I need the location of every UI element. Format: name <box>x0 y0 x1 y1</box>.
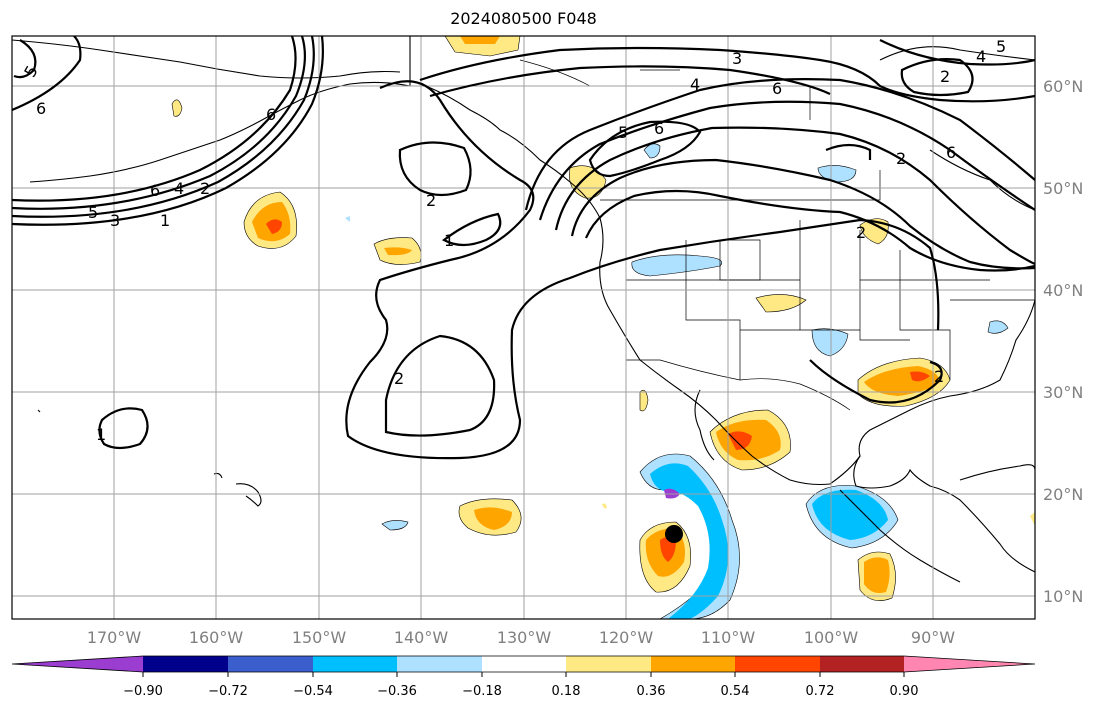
lat-label: 60°N <box>1043 77 1083 96</box>
contour-label: 1 <box>96 425 106 444</box>
colorbar-tick-label: 0.18 <box>552 684 581 699</box>
colorbar-segment <box>566 656 651 672</box>
colorbar-segment <box>735 656 820 672</box>
contour-label: 4 <box>690 75 700 94</box>
lon-label: 170°W <box>87 628 142 647</box>
colorbar-tick-label: 0.72 <box>806 684 835 699</box>
colorbar-segment <box>482 656 566 672</box>
lon-label: 120°W <box>599 628 654 647</box>
contour-label: 1 <box>444 231 454 250</box>
lat-label: 50°N <box>1043 179 1083 198</box>
latitude-labels: 60°N 50°N 40°N 30°N 20°N 10°N <box>1043 77 1083 606</box>
contour-label: 3 <box>110 211 120 230</box>
contour-label: 5 <box>996 37 1006 56</box>
colorbar-tick-label: −0.72 <box>208 684 248 699</box>
contour-label: 2 <box>940 67 950 86</box>
colorbar-segment <box>820 656 904 672</box>
colorbar-tick-label: −0.54 <box>293 684 333 699</box>
lon-label: 130°W <box>497 628 552 647</box>
lat-label: 10°N <box>1043 587 1083 606</box>
lon-label: 90°W <box>911 628 955 647</box>
lat-label: 30°N <box>1043 383 1083 402</box>
colorbar-segment <box>143 656 228 672</box>
contour-label: 6 <box>266 105 276 124</box>
contour-label: 2 <box>934 367 944 386</box>
colorbar-tick-label: −0.90 <box>123 684 163 699</box>
lon-label: 110°W <box>701 628 756 647</box>
lon-label: 160°W <box>189 628 244 647</box>
anomaly-shading <box>171 36 1035 619</box>
contour-label: 3 <box>732 49 742 68</box>
contour-label: 1 <box>160 211 170 230</box>
contour-lines <box>12 36 1035 460</box>
contour-label: 2 <box>896 149 906 168</box>
colorbar-segment <box>228 656 313 672</box>
colorbar-segment <box>651 656 735 672</box>
contour-label: 5 <box>618 123 628 142</box>
contour-label: 6 <box>150 181 160 200</box>
colorbar-tick-label: 0.90 <box>890 684 919 699</box>
contour-label: 5 <box>88 203 98 222</box>
map-frame <box>11 35 1036 620</box>
contour-label: 6 <box>36 99 46 118</box>
colorbar-segment <box>12 656 143 672</box>
contour-label: 6 <box>946 143 956 162</box>
longitude-labels: 170°W 160°W 150°W 140°W 130°W 120°W 110°… <box>87 628 955 647</box>
storm-center-marker <box>665 525 683 543</box>
contour-label: 2 <box>426 191 436 210</box>
colorbar-segment <box>313 656 397 672</box>
contour-label: 4 <box>174 179 184 198</box>
map-title: 2024080500 F048 <box>450 9 597 28</box>
colorbar-tick-label: −0.18 <box>462 684 502 699</box>
colorbar-segment <box>397 656 482 672</box>
contour-label: 4 <box>976 47 986 66</box>
contour-labels: 5 6 6 4 2 5 3 1 2 1 2 2 1 3 4 6 6 5 6 2 … <box>20 37 1006 444</box>
colorbar: −0.90 −0.72 −0.54 −0.36 −0.18 0.18 0.36 … <box>11 655 1036 699</box>
contour-label: 2 <box>856 223 866 242</box>
colorbar-segment <box>904 656 1035 672</box>
lon-label: 140°W <box>394 628 449 647</box>
contour-label: 6 <box>772 79 782 98</box>
contour-label: 2 <box>200 179 210 198</box>
colorbar-tick-label: 0.36 <box>637 684 666 699</box>
map-plot-area: 5 6 6 4 2 5 3 1 2 1 2 2 1 3 4 6 6 5 6 2 … <box>12 36 1035 619</box>
colorbar-tick-label: 0.54 <box>721 684 750 699</box>
political-borders <box>519 59 1035 411</box>
contour-label: 6 <box>654 119 664 138</box>
colorbar-tick-label: −0.36 <box>377 684 417 699</box>
lat-label: 20°N <box>1043 485 1083 504</box>
contour-label: 2 <box>394 369 404 388</box>
lon-label: 100°W <box>804 628 859 647</box>
lon-label: 150°W <box>292 628 347 647</box>
lat-label: 40°N <box>1043 281 1083 300</box>
